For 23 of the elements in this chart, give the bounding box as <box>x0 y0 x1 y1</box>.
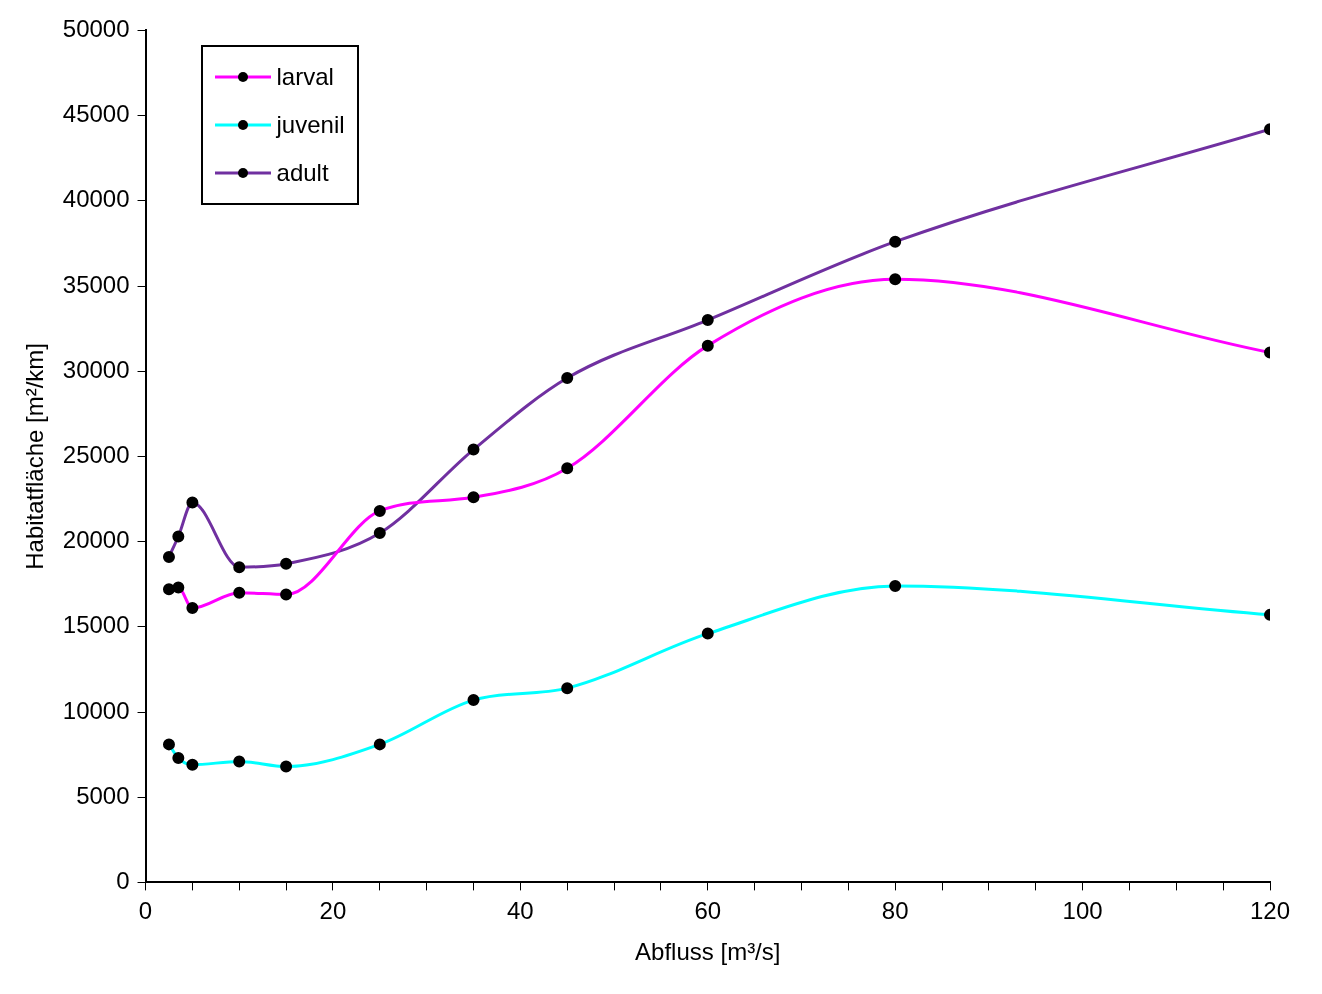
x-tick-label: 40 <box>507 897 534 925</box>
y-tick-label: 25000 <box>62 441 130 469</box>
y-tick-label: 5000 <box>76 781 130 809</box>
x-tick-label: 60 <box>694 897 722 925</box>
x-tick-label: 20 <box>319 897 347 925</box>
legend-label: larval <box>276 63 334 92</box>
y-tick-label: 30000 <box>62 355 130 383</box>
y-tick-label: 50000 <box>62 15 130 43</box>
legend-label: juvenil <box>276 111 345 140</box>
y-axis-title: Habitatfläche [m²/km] <box>21 343 49 570</box>
y-tick-label: 40000 <box>62 185 130 213</box>
legend-label: adult <box>276 159 329 188</box>
y-tick-label: 15000 <box>62 611 130 639</box>
x-axis-title: Abfluss [m³/s] <box>635 938 781 966</box>
x-tick-label: 80 <box>881 897 909 925</box>
y-tick-label: 10000 <box>62 696 130 724</box>
x-tick-label: 100 <box>1062 897 1103 925</box>
y-tick-label: 0 <box>116 867 130 895</box>
y-tick-label: 45000 <box>62 100 130 128</box>
x-tick-label: 120 <box>1249 897 1291 925</box>
x-tick-label: 0 <box>138 897 153 925</box>
y-tick-label: 20000 <box>62 526 130 554</box>
y-tick-label: 35000 <box>62 270 130 298</box>
